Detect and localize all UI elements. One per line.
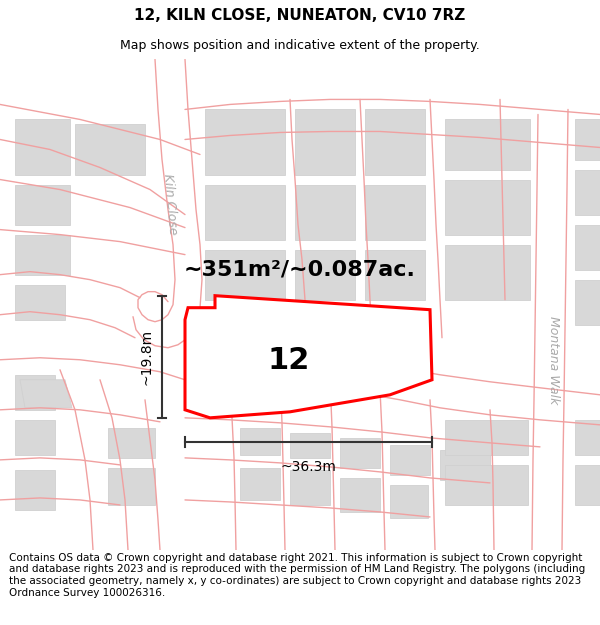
Polygon shape bbox=[15, 284, 65, 320]
Polygon shape bbox=[365, 184, 425, 239]
Polygon shape bbox=[290, 433, 330, 458]
Polygon shape bbox=[575, 279, 600, 325]
Polygon shape bbox=[445, 179, 530, 234]
Text: ~19.8m: ~19.8m bbox=[140, 329, 154, 385]
Polygon shape bbox=[340, 478, 380, 512]
Polygon shape bbox=[445, 465, 528, 505]
Polygon shape bbox=[15, 375, 55, 410]
Polygon shape bbox=[445, 244, 530, 299]
Polygon shape bbox=[15, 470, 55, 510]
Polygon shape bbox=[440, 450, 490, 480]
Polygon shape bbox=[575, 465, 600, 505]
Polygon shape bbox=[575, 119, 600, 159]
Polygon shape bbox=[295, 184, 355, 239]
Polygon shape bbox=[295, 249, 355, 299]
Polygon shape bbox=[205, 184, 285, 239]
Text: Map shows position and indicative extent of the property.: Map shows position and indicative extent… bbox=[120, 39, 480, 52]
Polygon shape bbox=[575, 420, 600, 455]
Polygon shape bbox=[445, 119, 530, 169]
Polygon shape bbox=[108, 468, 155, 505]
Polygon shape bbox=[575, 224, 600, 269]
Text: Kiln Close: Kiln Close bbox=[161, 174, 179, 236]
Polygon shape bbox=[75, 124, 145, 174]
Polygon shape bbox=[365, 249, 425, 299]
Text: 12, KILN CLOSE, NUNEATON, CV10 7RZ: 12, KILN CLOSE, NUNEATON, CV10 7RZ bbox=[134, 8, 466, 23]
Polygon shape bbox=[108, 428, 155, 458]
Polygon shape bbox=[340, 438, 380, 468]
Polygon shape bbox=[20, 380, 72, 408]
Polygon shape bbox=[390, 445, 430, 475]
Polygon shape bbox=[290, 470, 330, 505]
Polygon shape bbox=[575, 169, 600, 214]
Polygon shape bbox=[240, 468, 280, 500]
Polygon shape bbox=[240, 428, 280, 455]
Text: ~351m²/~0.087ac.: ~351m²/~0.087ac. bbox=[184, 259, 416, 279]
Polygon shape bbox=[205, 109, 285, 174]
Polygon shape bbox=[185, 296, 432, 418]
Polygon shape bbox=[205, 249, 285, 299]
Polygon shape bbox=[15, 119, 70, 174]
Text: 12: 12 bbox=[268, 346, 310, 375]
Polygon shape bbox=[15, 234, 70, 274]
Text: Contains OS data © Crown copyright and database right 2021. This information is : Contains OS data © Crown copyright and d… bbox=[9, 552, 585, 598]
Polygon shape bbox=[390, 485, 428, 518]
Polygon shape bbox=[15, 184, 70, 224]
Polygon shape bbox=[15, 420, 55, 455]
Polygon shape bbox=[295, 109, 355, 174]
Polygon shape bbox=[445, 420, 528, 455]
Text: Montana Walk: Montana Walk bbox=[547, 316, 560, 404]
Polygon shape bbox=[365, 109, 425, 174]
Text: ~36.3m: ~36.3m bbox=[281, 460, 337, 474]
